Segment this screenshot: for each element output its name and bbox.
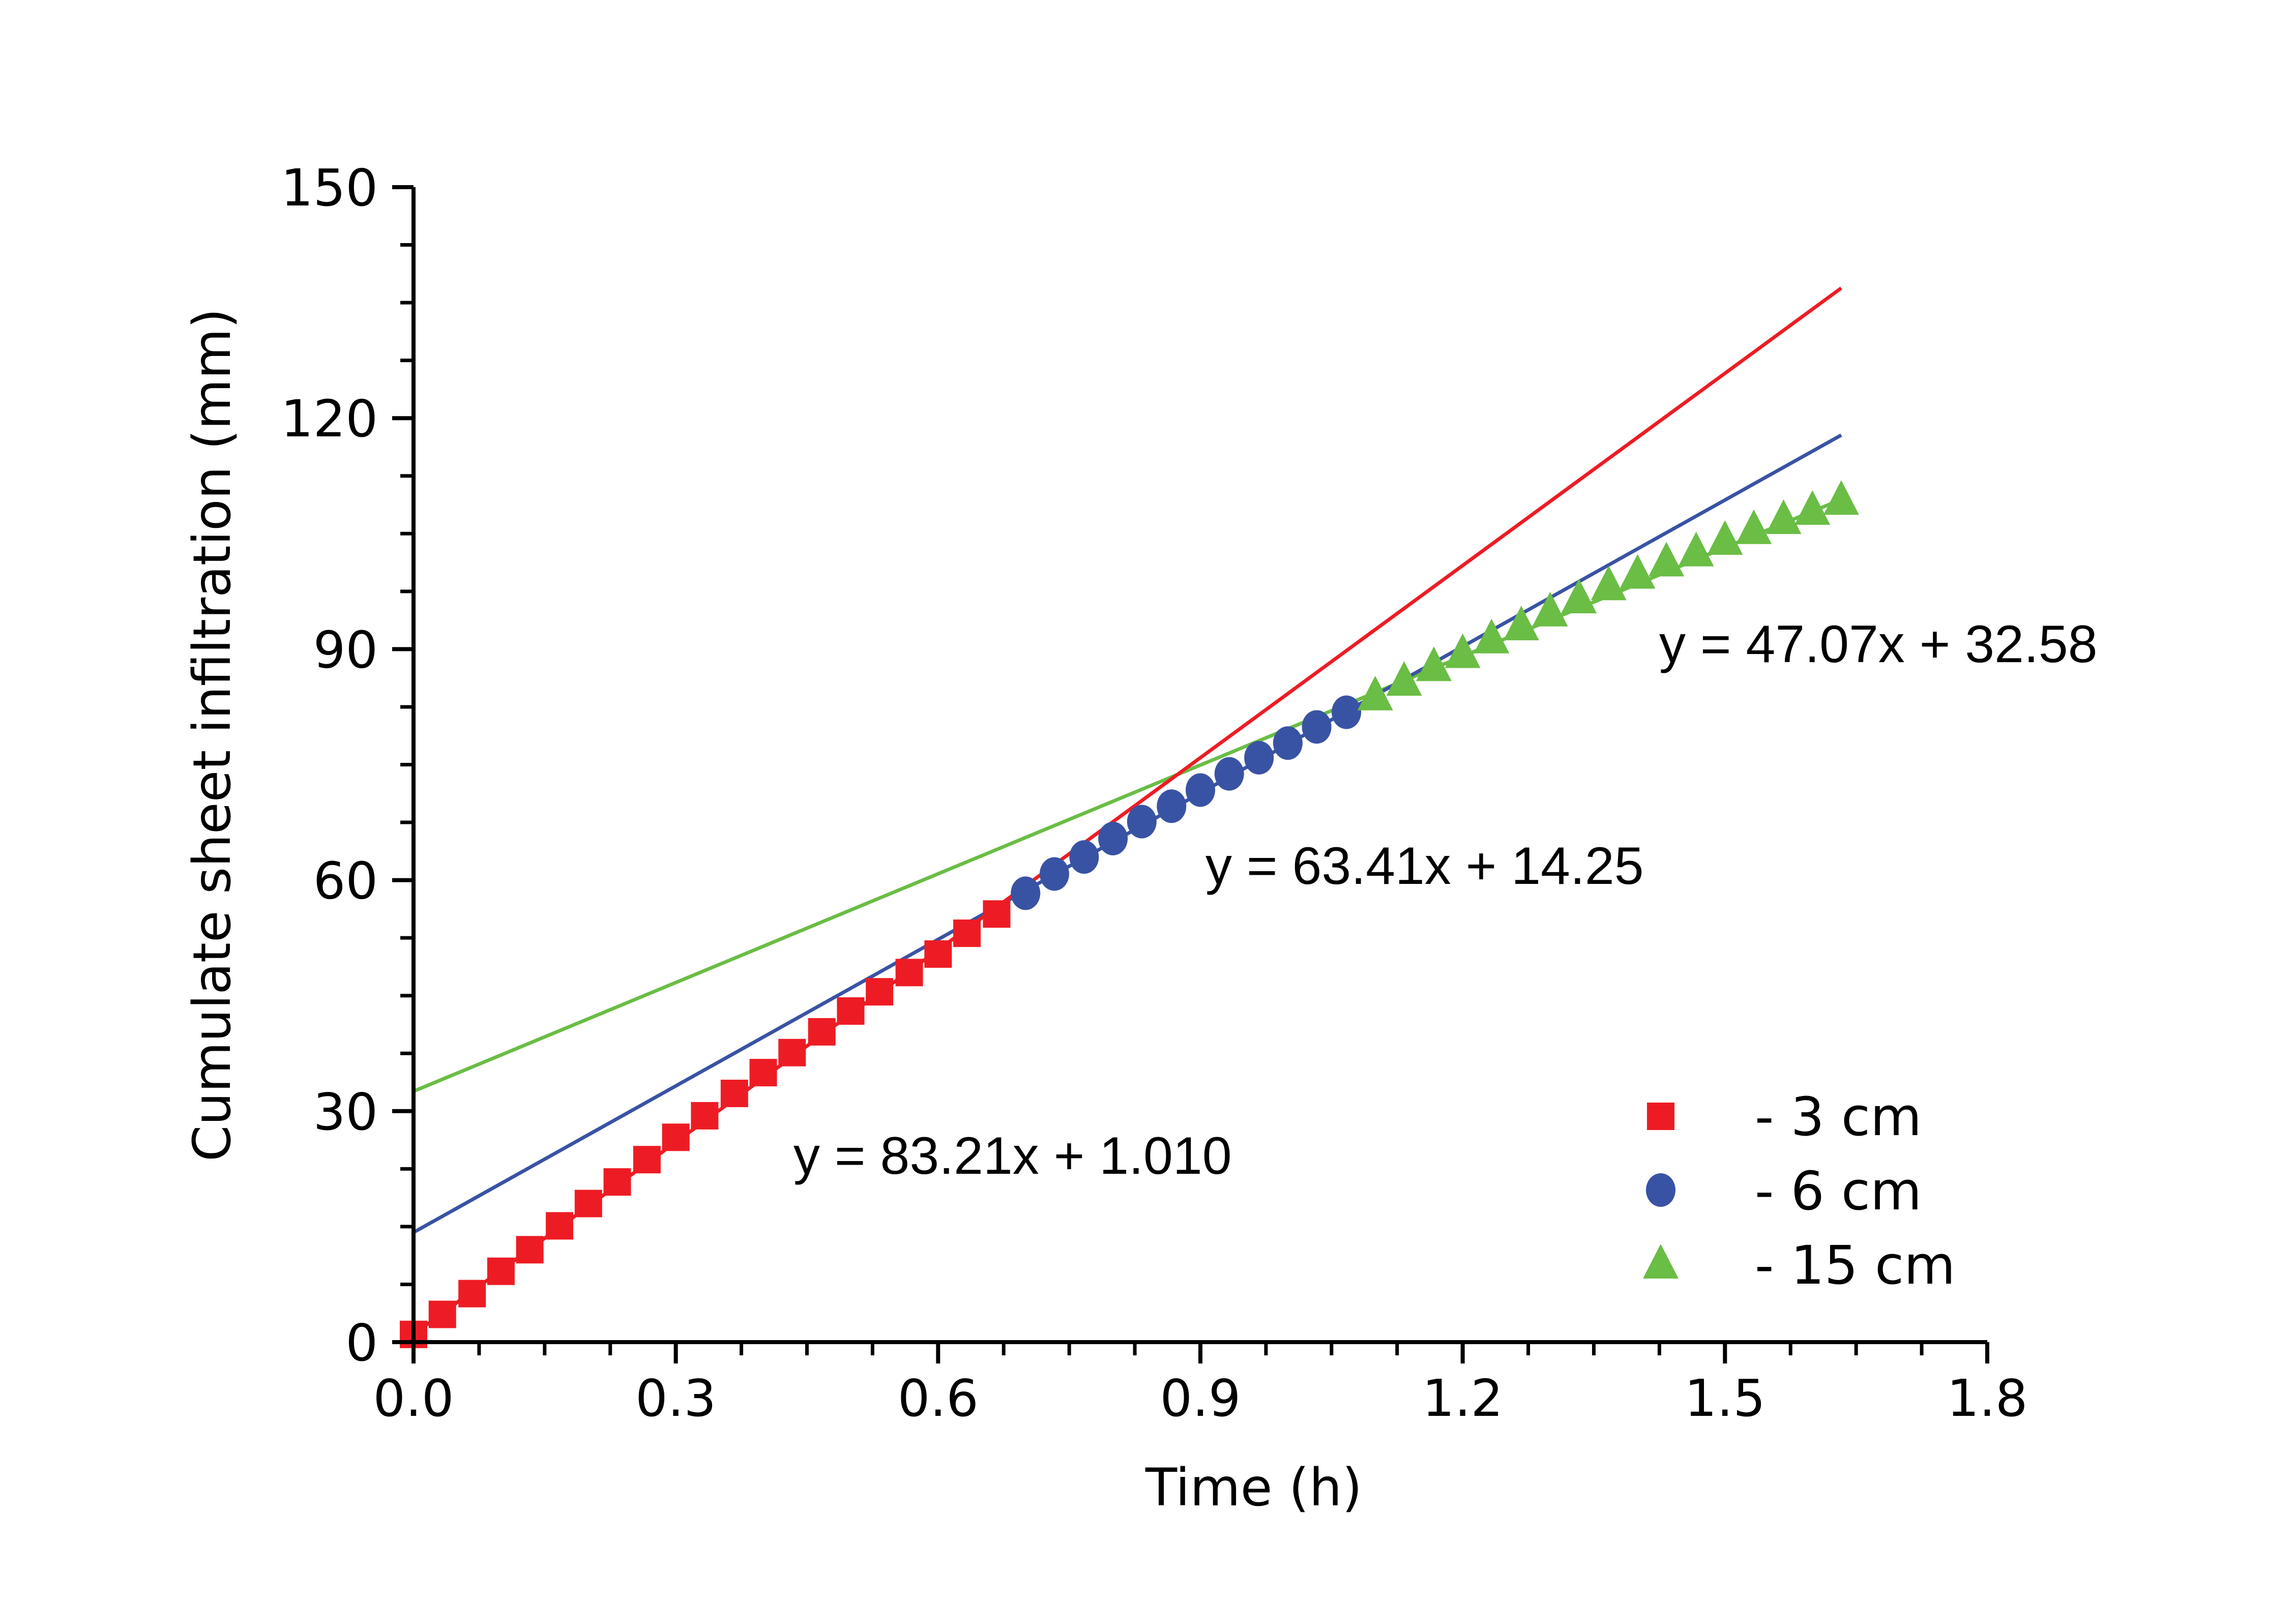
y-tick-label: 90 xyxy=(313,620,378,679)
circle-point xyxy=(1273,726,1303,760)
y-tick-label: 60 xyxy=(313,851,378,911)
circle-point xyxy=(1098,821,1128,855)
data-points xyxy=(400,480,1859,1348)
fit-equation-6cm: y = 63.41x + 14.25 xyxy=(1205,837,1644,896)
x-tick-label: 0.0 xyxy=(373,1369,454,1428)
y-tick-label: 30 xyxy=(313,1082,378,1142)
triangle-point xyxy=(1474,618,1510,654)
fit-equation-3cm: y = 83.21x + 1.010 xyxy=(793,1126,1232,1185)
axes xyxy=(392,185,1989,1363)
triangle-point xyxy=(1707,520,1743,555)
circle-point xyxy=(1186,773,1215,807)
square-point xyxy=(808,1018,836,1046)
triangle-point xyxy=(1561,578,1597,613)
x-tick-label: 0.9 xyxy=(1160,1369,1241,1428)
triangle-point xyxy=(1620,554,1656,589)
triangle-point xyxy=(1765,499,1802,535)
square-point xyxy=(603,1168,631,1196)
triangle-point xyxy=(1736,509,1772,544)
circle-point xyxy=(1244,740,1274,775)
legend-triangle-icon xyxy=(1643,1244,1679,1279)
x-tick-label: 0.3 xyxy=(635,1369,716,1428)
y-axis-label: Cumulate sheet infiltration (mm) xyxy=(182,308,243,1162)
legend-circle-icon xyxy=(1646,1173,1675,1207)
square-point xyxy=(778,1039,806,1066)
x-tick-label: 0.6 xyxy=(898,1369,979,1428)
circle-point xyxy=(1011,876,1041,910)
x-tick-label: 1.8 xyxy=(1947,1369,2027,1428)
circle-point xyxy=(1127,805,1157,839)
triangle-point xyxy=(1357,675,1393,710)
square-point xyxy=(837,997,865,1025)
triangle-point xyxy=(1445,633,1481,668)
circle-point xyxy=(1332,695,1362,729)
legend-label-15cm: - 15 cm xyxy=(1755,1234,1955,1296)
square-point xyxy=(691,1102,719,1130)
triangle-point xyxy=(1386,661,1422,696)
triangle-point xyxy=(1532,591,1568,627)
square-point xyxy=(428,1300,456,1328)
circle-point xyxy=(1302,710,1332,744)
square-point xyxy=(633,1146,661,1174)
square-point xyxy=(924,940,952,968)
square-point xyxy=(546,1212,574,1240)
y-tick-label: 120 xyxy=(281,389,378,449)
x-tick-label: 1.2 xyxy=(1422,1369,1503,1428)
square-point xyxy=(866,978,894,1006)
legend: - 3 cm - 6 cm - 15 cm xyxy=(1643,1086,1955,1296)
square-point xyxy=(749,1059,777,1087)
legend-label-3cm: - 3 cm xyxy=(1755,1086,1922,1148)
square-point xyxy=(458,1280,486,1308)
triangle-point xyxy=(1416,646,1452,681)
circle-point xyxy=(1214,757,1244,791)
legend-label-6cm: - 6 cm xyxy=(1755,1160,1922,1222)
triangle-point xyxy=(1678,531,1714,567)
square-point xyxy=(895,959,923,987)
legend-square-icon xyxy=(1647,1103,1674,1130)
square-point xyxy=(516,1236,544,1264)
y-tick-label: 150 xyxy=(281,158,378,218)
triangle-point xyxy=(1794,490,1831,525)
x-axis-label: Time (h) xyxy=(1145,1458,1362,1518)
triangle-point xyxy=(1591,566,1627,601)
circle-point xyxy=(1069,840,1099,874)
triangle-point xyxy=(1503,605,1539,640)
fit-line-6cm xyxy=(413,433,1842,1234)
tick-labels: 0.0 0.3 0.6 0.9 1.2 1.5 1.8 0 30 60 90 120 150 xyxy=(281,158,2027,1428)
circle-point xyxy=(1039,857,1069,891)
x-tick-label: 1.5 xyxy=(1685,1369,1765,1428)
triangle-point xyxy=(1649,542,1685,577)
square-point xyxy=(574,1190,602,1218)
square-point xyxy=(662,1123,690,1151)
triangle-point xyxy=(1823,480,1859,515)
square-point xyxy=(983,900,1011,928)
square-point xyxy=(720,1079,748,1107)
square-point xyxy=(487,1257,515,1285)
square-point xyxy=(953,919,981,947)
circle-point xyxy=(1157,789,1187,823)
y-tick-label: 0 xyxy=(345,1313,378,1373)
fit-equation-15cm: y = 47.07x + 32.58 xyxy=(1659,615,2098,674)
